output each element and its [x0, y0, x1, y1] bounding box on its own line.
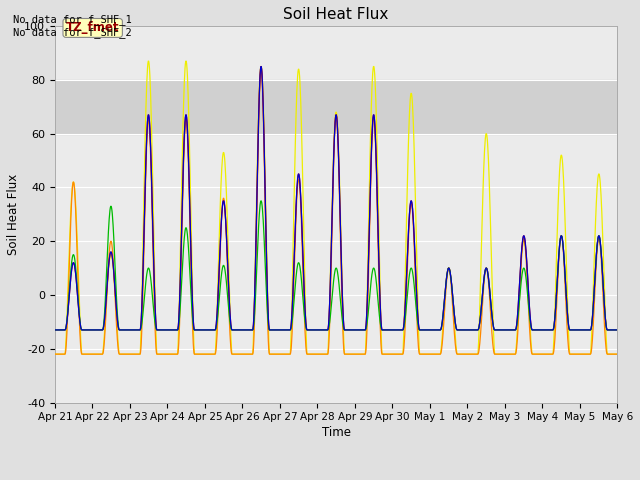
- Bar: [55, 80, 618, 133]
- X-axis label: Time: Time: [322, 426, 351, 440]
- Text: No data for f_SHF_1
No data for f_SHF_2: No data for f_SHF_1 No data for f_SHF_2: [13, 14, 132, 38]
- Y-axis label: Soil Heat Flux: Soil Heat Flux: [7, 174, 20, 255]
- Title: Soil Heat Flux: Soil Heat Flux: [284, 7, 389, 22]
- Text: TZ_fmet: TZ_fmet: [66, 22, 120, 35]
